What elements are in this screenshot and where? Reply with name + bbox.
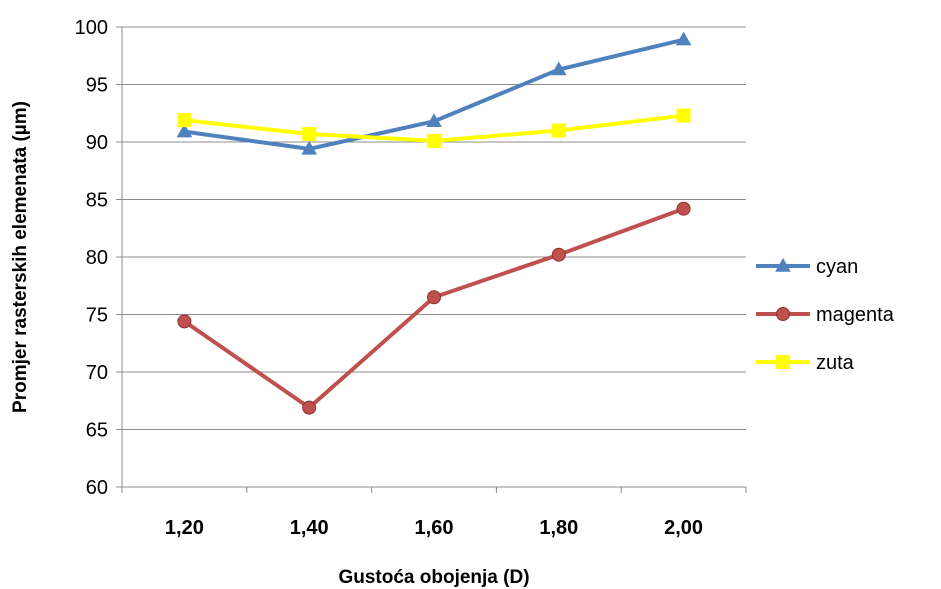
data-point-cyan (550, 61, 567, 76)
y-tick-label: 85 (86, 190, 108, 212)
legend-item-cyan: cyan (756, 256, 858, 278)
y-axis-title: Promjer rasterskih elemenata (µm) (10, 101, 31, 413)
series-line-magenta (183, 206, 685, 410)
data-point-magenta (551, 247, 566, 262)
legend-label: magenta (816, 304, 895, 326)
x-tick-label: 2,00 (664, 517, 703, 539)
series-line-cyan (184, 37, 685, 151)
legend-item-magenta: magenta (756, 304, 895, 326)
data-point-zuta (676, 108, 691, 123)
legend: cyan magenta zuta (756, 256, 895, 374)
legend-marker (776, 307, 790, 321)
y-tick-label: 95 (86, 75, 108, 97)
series-cyan (176, 31, 692, 155)
legend-label: cyan (816, 256, 858, 278)
data-point-zuta (427, 133, 441, 148)
data-point-cyan (675, 31, 692, 46)
y-tick-label: 100 (75, 17, 108, 39)
x-tick-label: 1,40 (290, 517, 329, 539)
y-tick-label: 75 (86, 305, 108, 327)
data-point-magenta (177, 314, 192, 329)
data-point-cyan (176, 123, 193, 138)
legend-item-zuta: zuta (756, 352, 855, 374)
x-tick-label: 1,60 (415, 517, 454, 539)
legend-marker (775, 257, 791, 272)
series-zuta (177, 108, 691, 148)
y-tick-label: 90 (86, 132, 108, 154)
legend-label: zuta (816, 352, 855, 374)
data-point-cyan (426, 113, 442, 128)
series-group (176, 31, 692, 415)
data-point-magenta (302, 400, 317, 415)
legend-marker (776, 355, 790, 369)
y-tick-label: 60 (86, 477, 108, 499)
x-tick-label: 1,80 (539, 517, 578, 539)
data-point-zuta (302, 126, 317, 141)
gridlines (122, 26, 746, 430)
data-point-magenta (676, 201, 691, 216)
axes: 60 65 70 75 80 85 90 95 100 1,20 1,40 1,60 1,80 2,00 (75, 17, 747, 539)
y-tick-label: 65 (86, 420, 108, 442)
data-point-zuta (177, 113, 192, 128)
x-tick-label: 1,20 (165, 517, 204, 539)
data-point-magenta (427, 290, 441, 305)
data-point-cyan (301, 140, 318, 155)
y-tick-label: 70 (86, 362, 108, 384)
series-magenta (177, 201, 691, 415)
data-point-zuta (551, 123, 566, 138)
x-axis-title: Gustoća obojenja (D) (338, 567, 529, 588)
y-tick-label: 80 (86, 247, 108, 269)
